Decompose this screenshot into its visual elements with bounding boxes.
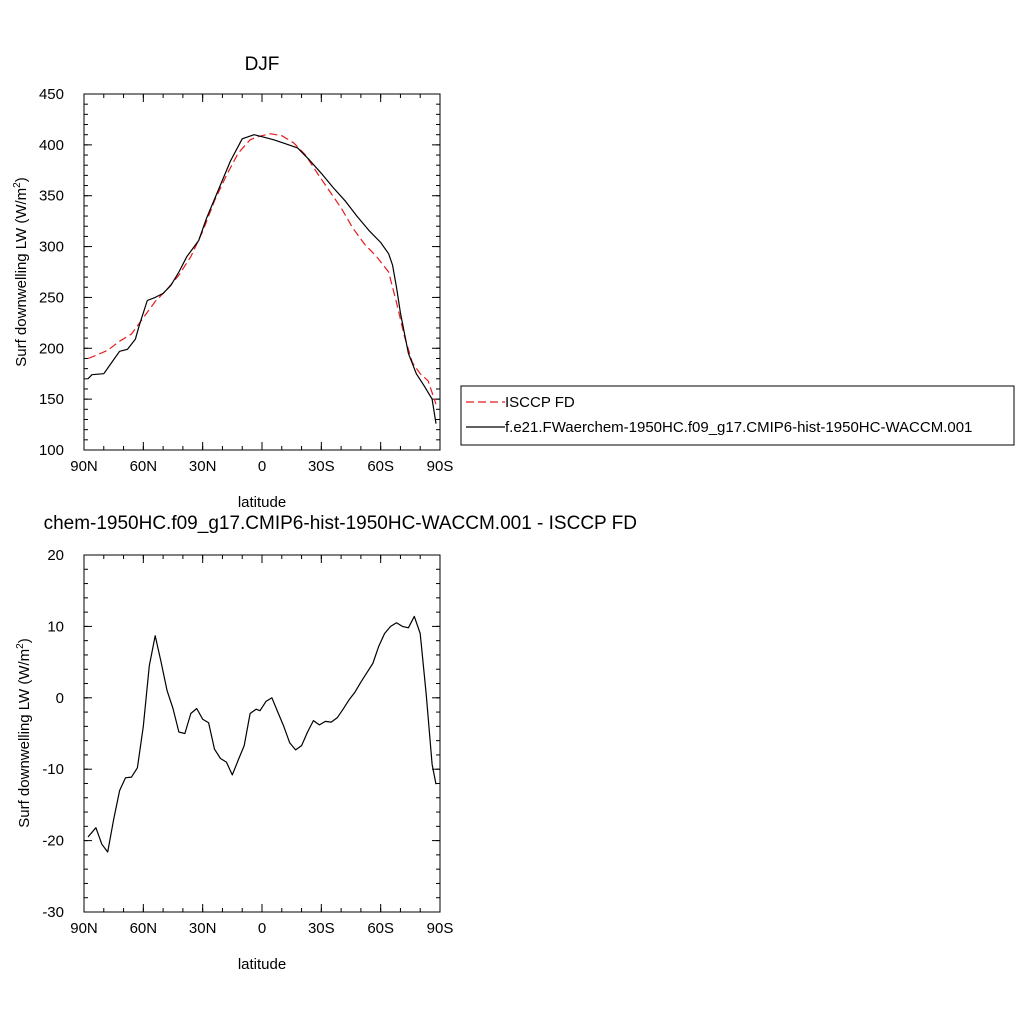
bottom-panel: chem-1950HC.f09_g17.CMIP6-hist-1950HC-WA… bbox=[15, 513, 637, 973]
top-y-tick-label: 300 bbox=[39, 239, 64, 256]
top-y-tick-label: 150 bbox=[39, 391, 64, 408]
top-panel: DJF 90N 60N 30N 0 30S 60S 90S 100 150 200 250 300 35… bbox=[12, 54, 453, 511]
bottom-y-tick-label: 0 bbox=[56, 690, 64, 707]
top-x-tick-label: 30N bbox=[189, 458, 217, 475]
top-plot-area: 90N 60N 30N 0 30S 60S 90S 100 150 200 250 300 350 400… bbox=[39, 86, 453, 475]
bottom-y-tick-label: 20 bbox=[47, 547, 64, 564]
bottom-plot-area: 90N 60N 30N 0 30S 60S 90S -30 -20 -10 0 10 20 bbox=[42, 547, 453, 937]
legend-label-model: f.e21.FWaerchem-1950HC.f09_g17.CMIP6-his… bbox=[505, 419, 972, 436]
top-series-line-isccp bbox=[87, 133, 437, 405]
top-x-tick-label: 60N bbox=[130, 458, 158, 475]
bottom-x-tick-label: 0 bbox=[258, 920, 266, 937]
top-x-axis-label: latitude bbox=[238, 494, 286, 511]
top-panel-title: DJF bbox=[245, 54, 280, 75]
bottom-x-tick-label: 60S bbox=[367, 920, 394, 937]
legend: ISCCP FD f.e21.FWaerchem-1950HC.f09_g17.… bbox=[460, 385, 1015, 446]
top-x-tick-label: 90N bbox=[70, 458, 98, 475]
legend-label-isccp: ISCCP FD bbox=[505, 394, 575, 411]
top-series-line-model bbox=[87, 134, 437, 424]
bottom-y-tick-label: -20 bbox=[42, 833, 64, 850]
bottom-y-tick-label: -30 bbox=[42, 904, 64, 921]
bottom-x-tick-label: 30S bbox=[308, 920, 335, 937]
bottom-x-tick-label: 60N bbox=[130, 920, 158, 937]
top-y-tick-label: 350 bbox=[39, 188, 64, 205]
bottom-y-tick-label: -10 bbox=[42, 761, 64, 778]
bottom-x-axis-label: latitude bbox=[238, 956, 286, 973]
bottom-x-tick-label: 90S bbox=[427, 920, 454, 937]
top-y-tick-label: 100 bbox=[39, 442, 64, 459]
top-y-tick-label: 450 bbox=[39, 86, 64, 103]
top-plot-frame bbox=[83, 93, 441, 451]
top-y-tick-label: 250 bbox=[39, 289, 64, 306]
legend-box bbox=[460, 385, 1015, 446]
top-x-tick-label: 0 bbox=[258, 458, 266, 475]
top-x-tick-label: 60S bbox=[367, 458, 394, 475]
top-y-tick-label: 200 bbox=[39, 340, 64, 357]
bottom-x-tick-label: 90N bbox=[70, 920, 98, 937]
bottom-x-tick-label: 30N bbox=[189, 920, 217, 937]
bottom-y-tick-label: 10 bbox=[47, 618, 64, 635]
bottom-y-axis-label: Surf downwelling LW (W/m2) bbox=[15, 638, 33, 828]
top-y-axis-label: Surf downwelling LW (W/m2) bbox=[12, 177, 30, 367]
bottom-plot-frame bbox=[83, 554, 441, 913]
bottom-series-line-difference bbox=[87, 615, 437, 853]
top-x-tick-label: 30S bbox=[308, 458, 335, 475]
top-x-tick-label: 90S bbox=[427, 458, 454, 475]
bottom-panel-title: chem-1950HC.f09_g17.CMIP6-hist-1950HC-WA… bbox=[44, 513, 637, 534]
top-y-tick-label: 400 bbox=[39, 137, 64, 154]
